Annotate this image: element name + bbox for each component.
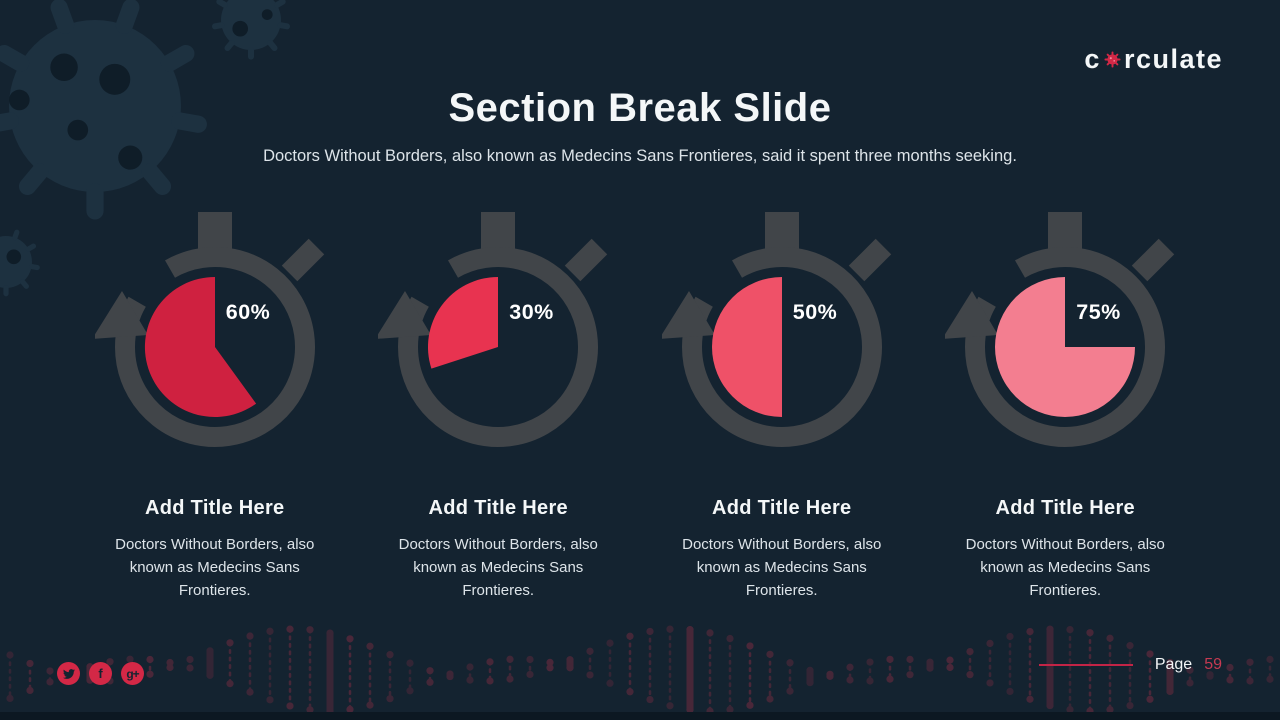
charts-row: 60% Add Title Here Doctors Without Borde…	[73, 212, 1207, 602]
arrow-head-icon	[658, 291, 715, 339]
page-subtitle: Doctors Without Borders, also known as M…	[263, 147, 1017, 165]
bottom-strip	[0, 712, 1280, 720]
page-indicator: Page 59	[1038, 656, 1222, 674]
chart-description: Doctors Without Borders, also known as M…	[398, 536, 598, 599]
stopwatch-chart: 50%	[658, 212, 902, 457]
percent-label: 60%	[225, 300, 271, 324]
percent-label: 75%	[1076, 300, 1121, 324]
chart-title: Add Title Here	[428, 497, 568, 519]
chart-description: Doctors Without Borders, also known as M…	[682, 536, 882, 599]
page-number: 59	[1204, 656, 1222, 673]
stopwatch-side-button	[565, 238, 608, 282]
chart-description: Doctors Without Borders, also known as M…	[115, 536, 315, 599]
stopwatch-ring	[114, 247, 315, 447]
facebook-icon[interactable]: f	[89, 662, 112, 685]
header: Section Break Slide Doctors Without Bord…	[0, 0, 1280, 166]
arrow-head-icon	[91, 291, 148, 339]
page-divider-line	[1038, 664, 1133, 666]
google-plus-icon[interactable]: g+	[121, 662, 144, 685]
chart-title: Add Title Here	[145, 497, 285, 519]
stopwatch-chart: 30%	[375, 212, 618, 457]
logo-text-pre: c	[1084, 44, 1101, 74]
stopwatch-ring	[398, 247, 599, 447]
virus-logo-icon	[1104, 51, 1121, 68]
pie-wedge	[711, 277, 782, 417]
stopwatch-side-button	[281, 238, 324, 282]
pie-wedge	[144, 276, 256, 417]
stopwatch-ring	[965, 247, 1166, 447]
chart-column: 60% Add Title Here Doctors Without Borde…	[73, 212, 357, 602]
stopwatch-chart: 60%	[91, 212, 335, 457]
percent-label: 30%	[509, 300, 554, 324]
chart-title: Add Title Here	[995, 497, 1135, 519]
stopwatch-side-button	[848, 238, 891, 282]
twitter-icon[interactable]	[57, 662, 80, 685]
stopwatch-ring	[681, 247, 882, 447]
chart-column: 50% Add Title Here Doctors Without Borde…	[640, 212, 924, 602]
logo-text-post: rculate	[1123, 44, 1223, 74]
chart-title: Add Title Here	[712, 497, 852, 519]
pie-wedge	[995, 277, 1136, 417]
chart-column: 75% Add Title Here Doctors Without Borde…	[924, 212, 1208, 602]
logo: c rculate	[1084, 44, 1223, 75]
page-label: Page	[1154, 656, 1193, 673]
chart-column: 30% Add Title Here Doctors Without Borde…	[357, 212, 641, 602]
page-title: Section Break Slide	[448, 86, 832, 130]
social-bar: f g+	[57, 662, 144, 685]
arrow-head-icon	[942, 291, 999, 339]
percent-label: 50%	[792, 300, 838, 324]
arrow-head-icon	[375, 291, 432, 339]
stopwatch-chart: 75%	[942, 212, 1185, 457]
stopwatch-side-button	[1132, 238, 1175, 282]
pie-wedge	[428, 277, 499, 369]
chart-description: Doctors Without Borders, also known as M…	[965, 536, 1165, 599]
